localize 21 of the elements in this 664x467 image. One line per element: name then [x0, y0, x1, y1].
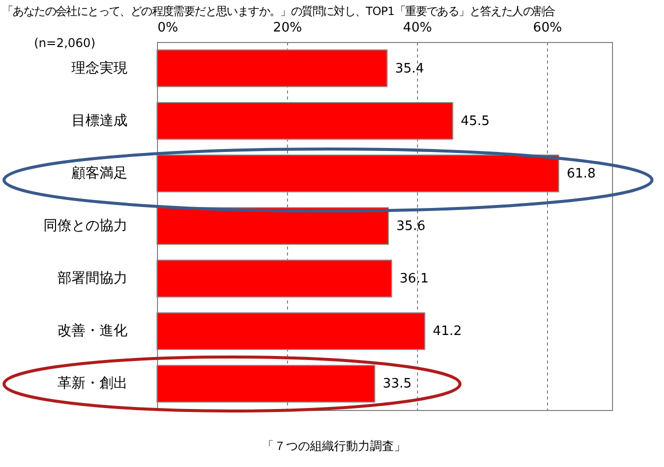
x-tick-label: 60%	[533, 20, 562, 36]
y-tick-label: 同僚との協力	[44, 218, 128, 234]
data-label: 33.5	[382, 376, 412, 392]
x-tick-label: 0%	[158, 20, 178, 36]
data-label: 61.8	[566, 166, 596, 182]
data-label: 45.5	[460, 114, 490, 129]
y-tick-label: 目標達成	[72, 112, 128, 129]
text: 「７つの組織行動力調査」	[262, 438, 406, 455]
data-label: 36.1	[400, 272, 429, 287]
y-tick-label: 改善・進化	[58, 322, 128, 340]
chart-title: 「あなたの会社にとって、どの程度需要だと思いますか。」の質問に対し、TOP1「重要である」と答えた人の割合	[2, 4, 555, 19]
y-tick-label: 顧客満足	[72, 165, 128, 182]
data-label: 35.4	[395, 61, 424, 76]
y-tick-label: 革新・創出	[58, 376, 128, 392]
data-label: 35.6	[396, 219, 426, 234]
data-label: 41.2	[432, 324, 462, 340]
y-tick-label: 理念実現	[72, 60, 128, 76]
x-tick-label: 20%	[273, 20, 302, 36]
text: (n=2,060)	[34, 36, 96, 50]
x-tick-label: 40%	[403, 20, 432, 36]
y-tick-label: 部署間協力	[58, 270, 128, 287]
